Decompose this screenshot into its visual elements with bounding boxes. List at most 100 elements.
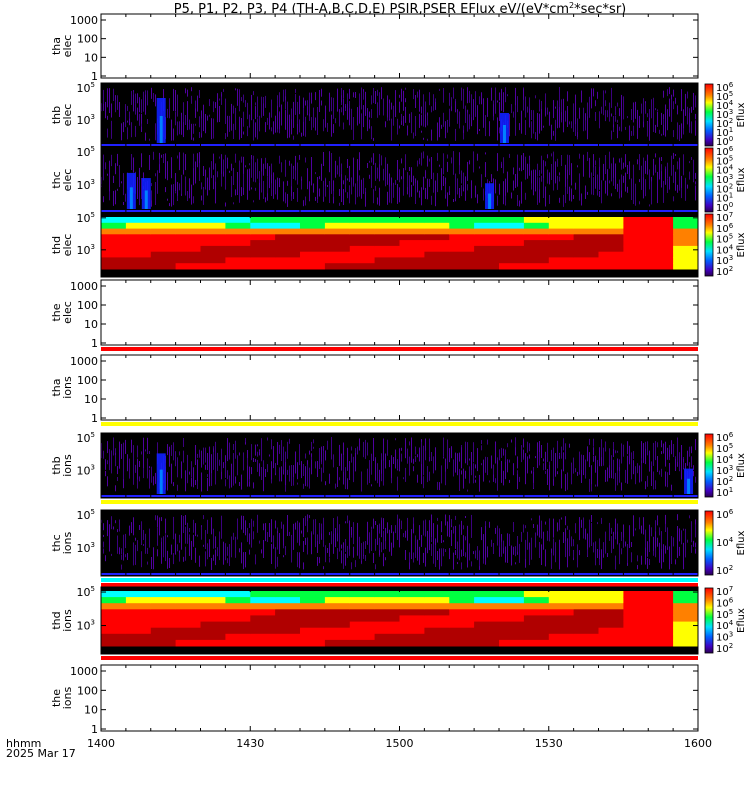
y-tick-base: 10 — [77, 620, 91, 633]
count-streak — [637, 463, 638, 474]
count-streak — [419, 546, 420, 565]
count-streak — [589, 452, 590, 468]
count-streak — [175, 191, 176, 194]
count-streak — [579, 451, 580, 475]
count-streak — [155, 472, 156, 484]
energy-cell — [449, 222, 475, 230]
energy-cell — [250, 615, 276, 622]
count-streak — [203, 166, 204, 176]
energy-cell — [101, 217, 127, 224]
energy-cell — [250, 591, 276, 598]
count-streak — [591, 88, 592, 109]
count-streak — [287, 101, 288, 121]
count-streak — [293, 168, 294, 178]
count-streak — [379, 537, 380, 557]
panel-label: thdelec — [50, 234, 74, 257]
count-streak — [617, 124, 618, 139]
energy-cell — [424, 240, 450, 247]
count-streak — [199, 152, 200, 168]
count-streak — [241, 118, 242, 138]
count-streak — [353, 157, 354, 180]
count-streak — [589, 161, 590, 178]
count-streak — [219, 106, 220, 122]
count-streak — [565, 110, 566, 122]
count-streak — [257, 459, 258, 472]
count-streak — [119, 165, 120, 188]
count-streak — [509, 479, 510, 483]
count-streak — [641, 555, 642, 565]
count-streak — [249, 466, 250, 487]
y-tick-exp: 5 — [91, 81, 95, 89]
y-tick-exp: 5 — [91, 145, 95, 153]
count-streak — [215, 536, 216, 549]
count-streak — [425, 187, 426, 199]
plot-background — [101, 665, 698, 731]
count-streak — [275, 115, 276, 133]
count-streak — [145, 533, 146, 554]
count-streak — [677, 535, 678, 558]
y-tick-label: 10 — [84, 704, 98, 717]
count-streak — [293, 465, 294, 478]
count-streak — [685, 93, 686, 116]
count-streak — [141, 153, 142, 168]
count-streak — [435, 101, 436, 110]
count-streak — [367, 521, 368, 545]
count-streak — [243, 131, 244, 135]
count-streak — [247, 169, 248, 187]
energy-cell — [150, 627, 177, 635]
count-streak — [645, 101, 646, 104]
count-streak — [691, 448, 692, 454]
count-streak — [349, 185, 350, 204]
count-streak — [377, 463, 378, 484]
count-streak — [147, 547, 148, 554]
count-streak — [409, 562, 410, 570]
count-streak — [463, 172, 464, 188]
count-streak — [571, 536, 572, 547]
count-streak — [383, 553, 384, 567]
count-streak — [189, 471, 190, 475]
energy-cell — [200, 627, 226, 635]
count-streak — [329, 532, 330, 536]
count-streak — [249, 549, 250, 555]
count-streak — [179, 166, 180, 171]
count-streak — [179, 550, 180, 555]
count-streak — [257, 118, 258, 140]
count-streak — [609, 151, 610, 169]
count-streak — [219, 156, 220, 159]
count-streak — [685, 177, 686, 201]
count-streak — [109, 449, 110, 471]
count-streak — [397, 125, 398, 135]
count-streak — [271, 127, 272, 132]
count-streak — [211, 161, 212, 179]
count-streak — [685, 528, 686, 549]
count-streak — [337, 516, 338, 538]
colorbar-tick-label: 104 — [716, 619, 734, 632]
count-streak — [155, 123, 156, 141]
count-streak — [267, 176, 268, 194]
count-streak — [607, 110, 608, 118]
count-streak — [285, 109, 286, 130]
energy-cell — [349, 257, 376, 264]
colorbar-scale — [704, 587, 714, 654]
count-streak — [621, 443, 622, 462]
count-streak — [461, 549, 462, 557]
count-streak — [687, 91, 688, 99]
count-streak — [399, 169, 400, 183]
colorbar-tick-label: 101 — [716, 486, 733, 499]
count-streak — [245, 100, 246, 108]
count-streak — [139, 167, 140, 180]
energy-cell — [300, 240, 326, 247]
count-streak — [355, 560, 356, 568]
energy-cell — [474, 245, 500, 253]
count-streak — [595, 160, 596, 166]
count-streak — [147, 561, 148, 565]
energy-cell — [324, 609, 351, 616]
count-streak — [673, 152, 674, 159]
count-streak — [471, 94, 472, 118]
count-streak — [369, 532, 370, 554]
energy-cell — [374, 615, 400, 622]
count-streak — [559, 96, 560, 120]
count-streak — [675, 559, 676, 565]
count-streak — [103, 523, 104, 531]
count-streak — [177, 181, 178, 201]
